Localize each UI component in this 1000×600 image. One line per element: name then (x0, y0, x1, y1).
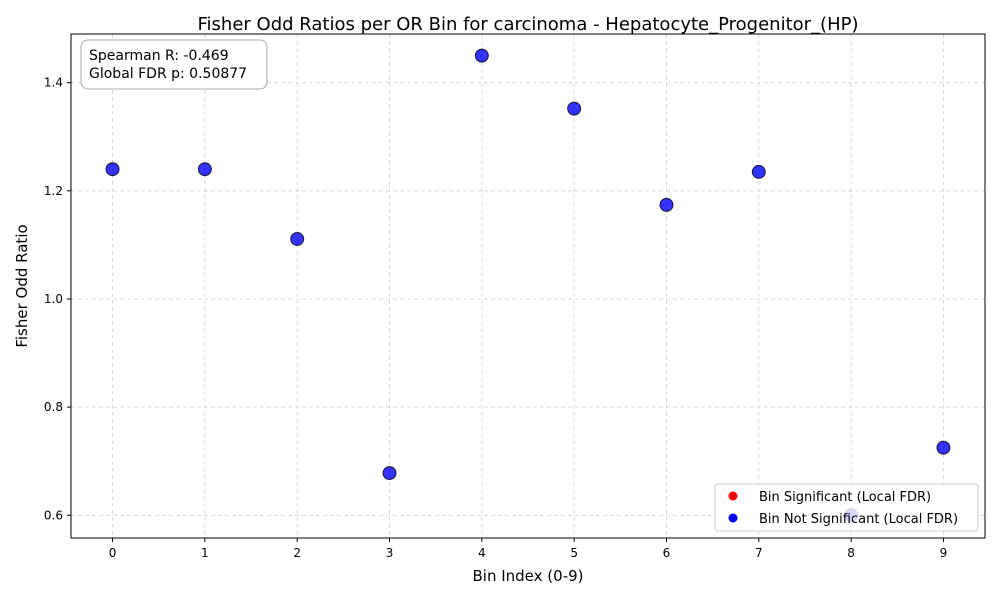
stats-annotation-box: Spearman R: -0.469 Global FDR p: 0.50877 (80, 39, 268, 90)
y-tick-label: 1.0 (44, 292, 63, 306)
spearman-r-label: Spearman R: -0.469 (89, 48, 229, 64)
data-point (567, 101, 582, 116)
data-point (290, 231, 305, 246)
data-point (474, 48, 489, 63)
legend-marker-not-significant (728, 513, 738, 523)
x-tick-label: 4 (478, 546, 486, 560)
data-point (382, 466, 397, 481)
x-tick-label: 9 (940, 546, 948, 560)
x-tick-label: 8 (847, 546, 855, 560)
legend-label-not-significant: Bin Not Significant (Local FDR) (759, 512, 958, 527)
x-tick-label: 3 (386, 546, 394, 560)
x-tick-label: 1 (201, 546, 209, 560)
legend: Bin Significant (Local FDR) Bin Not Sign… (714, 483, 979, 532)
x-tick-label: 6 (663, 546, 671, 560)
y-tick-label: 1.4 (44, 76, 63, 90)
x-tick-label: 0 (109, 546, 117, 560)
x-tick-label: 5 (570, 546, 578, 560)
data-points (105, 48, 951, 523)
x-tick-label: 2 (293, 546, 301, 560)
y-tick-label: 0.6 (44, 508, 63, 522)
global-fdr-label: Global FDR p: 0.50877 (89, 66, 247, 82)
data-point (105, 162, 120, 177)
axis-ticks: 0 1 2 3 4 5 6 7 8 9 0.6 0.8 1.0 1.2 1.4 (44, 76, 947, 560)
stats-box-background (80, 39, 268, 90)
legend-frame (714, 483, 979, 532)
data-point (936, 440, 951, 455)
chart-title: Fisher Odd Ratios per OR Bin for carcino… (198, 14, 859, 35)
plot-area-frame (70, 33, 986, 539)
x-tick-label: 7 (755, 546, 763, 560)
y-tick-label: 1.2 (44, 184, 63, 198)
y-tick-label: 0.8 (44, 400, 63, 414)
grid-lines (71, 34, 985, 538)
legend-label-significant: Bin Significant (Local FDR) (759, 490, 931, 505)
legend-marker-significant (728, 491, 738, 501)
data-point (659, 197, 674, 212)
x-axis-label: Bin Index (0-9) (473, 567, 584, 585)
data-point (197, 162, 212, 177)
y-axis-label: Fisher Odd Ratio (13, 224, 31, 347)
data-point (751, 164, 766, 179)
